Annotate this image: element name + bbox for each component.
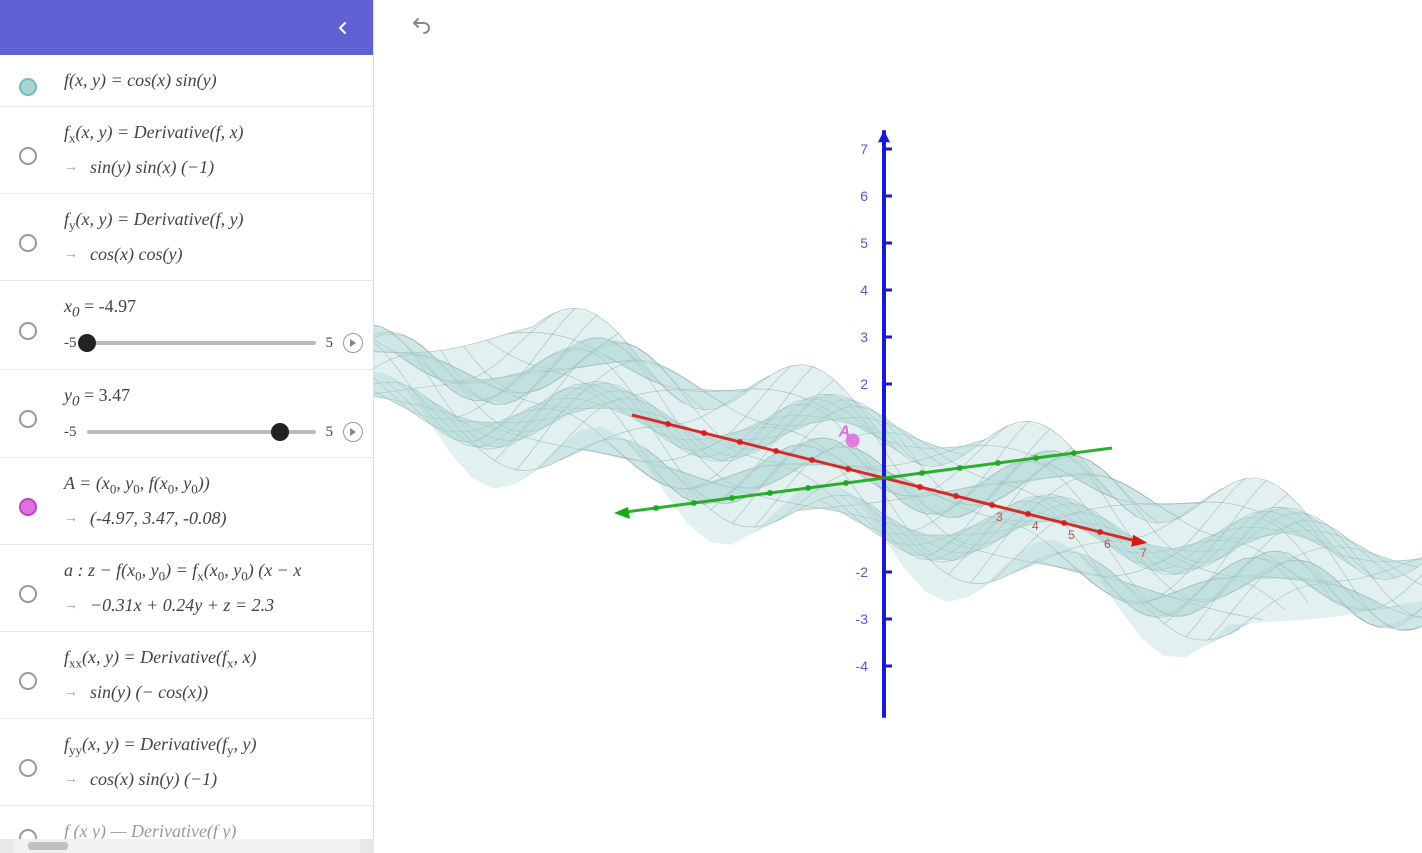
algebra-row[interactable]: y0 = 3.47 -5 5	[0, 370, 373, 459]
slider-min: -5	[64, 332, 77, 355]
result: →(-4.97, 3.47, -0.08)	[64, 505, 363, 532]
algebra-content: x0 = -4.97 -5 5	[56, 281, 373, 369]
z-tick-label: 2	[860, 376, 868, 392]
z-tick-label: 7	[860, 141, 868, 157]
slider-thumb[interactable]	[271, 423, 289, 441]
visibility-dot-icon	[19, 234, 37, 252]
z-tick-label: -4	[856, 658, 869, 674]
z-tick-label: 4	[860, 282, 868, 298]
algebra-row[interactable]: fy(x, y) = Derivative(f, y) →cos(x) cos(y…	[0, 194, 373, 281]
point-A-label: A	[838, 424, 851, 441]
result: →sin(y) (− cos(x))	[64, 679, 363, 706]
algebra-row[interactable]: x0 = -4.97 -5 5	[0, 281, 373, 370]
algebra-content: fy(x, y) = Derivative(f, y) →cos(x) cos(y…	[56, 194, 373, 280]
expression: fxx(x, y) = Derivative(fx, x)	[64, 644, 363, 673]
expression: A = (x0, y0, f(x0, y0))	[64, 470, 363, 499]
play-icon	[349, 339, 357, 347]
slider-min: -5	[64, 421, 77, 444]
visibility-dot-icon	[19, 410, 37, 428]
visibility-dot-icon	[19, 498, 37, 516]
visibility-toggle[interactable]	[0, 632, 56, 718]
visibility-dot-icon	[19, 78, 37, 96]
visibility-dot-icon	[19, 759, 37, 777]
algebra-row[interactable]: fyy(x, y) = Derivative(fy, y) →cos(x) sin…	[0, 719, 373, 806]
z-tick-label: 6	[860, 188, 868, 204]
collapse-panel-button[interactable]	[323, 8, 363, 48]
result: →−0.31x + 0.24y + z = 2.3	[64, 592, 363, 619]
slider-track[interactable]	[87, 341, 316, 345]
visibility-toggle[interactable]	[0, 719, 56, 805]
visibility-toggle[interactable]	[0, 545, 56, 631]
algebra-content: y0 = 3.47 -5 5	[56, 370, 373, 458]
visibility-dot-icon	[19, 147, 37, 165]
undo-icon	[410, 14, 432, 36]
expression: f(x, y) = cos(x) sin(y)	[64, 67, 363, 94]
algebra-row[interactable]: fx(x, y) = Derivative(f, x) →sin(y) sin(x…	[0, 107, 373, 194]
expression: a : z − f(x0, y0) = fx(x0, y0) (x − x	[64, 557, 363, 586]
slider-control[interactable]: -5 5	[64, 332, 363, 355]
slider-thumb[interactable]	[78, 334, 96, 352]
algebra-row[interactable]: A = (x0, y0, f(x0, y0)) →(-4.97, 3.47, -0…	[0, 458, 373, 545]
app-root: f(x, y) = cos(x) sin(y) fx(x, y) = Deriva…	[0, 0, 1422, 853]
slider-track[interactable]	[87, 430, 316, 434]
visibility-dot-icon	[19, 585, 37, 603]
slider-max: 5	[326, 421, 334, 444]
svg-text:5: 5	[1068, 528, 1075, 542]
expression: fx(x, y) = Derivative(f, x)	[64, 119, 363, 148]
panel-header	[0, 0, 373, 55]
z-tick-label: -2	[856, 564, 869, 580]
visibility-toggle[interactable]	[0, 281, 56, 369]
slider-control[interactable]: -5 5	[64, 421, 363, 444]
visibility-toggle[interactable]	[0, 55, 56, 106]
slider-play-button[interactable]	[343, 422, 363, 442]
algebra-content: fyy(x, y) = Derivative(fy, y) →cos(x) sin…	[56, 719, 373, 805]
slider-label: x0 = -4.97	[64, 293, 363, 324]
z-tick-label: 3	[860, 329, 868, 345]
z-tick-label: 5	[860, 235, 868, 251]
slider-play-button[interactable]	[343, 333, 363, 353]
expression: fyy(x, y) = Derivative(fy, y)	[64, 731, 363, 760]
svg-text:3: 3	[996, 510, 1003, 524]
visibility-dot-icon	[19, 672, 37, 690]
algebra-content: f(x, y) = cos(x) sin(y)	[56, 55, 373, 106]
algebra-content: A = (x0, y0, f(x0, y0)) →(-4.97, 3.47, -0…	[56, 458, 373, 544]
svg-text:6: 6	[1104, 537, 1111, 551]
visibility-toggle[interactable]	[0, 194, 56, 280]
visibility-dot-icon	[19, 322, 37, 340]
play-icon	[349, 428, 357, 436]
algebra-row[interactable]: f(x, y) = cos(x) sin(y)	[0, 55, 373, 107]
algebra-content: a : z − f(x0, y0) = fx(x0, y0) (x − x →−0…	[56, 545, 373, 631]
chevron-left-icon	[336, 21, 350, 35]
result: →cos(x) cos(y)	[64, 241, 363, 268]
horizontal-scrollbar[interactable]	[0, 839, 374, 853]
toolbar	[374, 0, 1422, 55]
algebra-row[interactable]: a : z − f(x0, y0) = fx(x0, y0) (x − x →−0…	[0, 545, 373, 632]
slider-max: 5	[326, 332, 334, 355]
svg-text:4: 4	[1032, 519, 1039, 533]
3d-view[interactable]: 7 6 5 4 3 2 -2 -3 -4 3 4 5 6 7 A	[374, 55, 1422, 853]
expression: fy(x, y) = Derivative(f, y)	[64, 206, 363, 235]
algebra-row[interactable]: fxx(x, y) = Derivative(fx, x) →sin(y) (− …	[0, 632, 373, 719]
visibility-toggle[interactable]	[0, 107, 56, 193]
algebra-content: fx(x, y) = Derivative(f, x) →sin(y) sin(x…	[56, 107, 373, 193]
algebra-content: fxx(x, y) = Derivative(fx, x) →sin(y) (− …	[56, 632, 373, 718]
right-panel: 7 6 5 4 3 2 -2 -3 -4 3 4 5 6 7 A	[374, 0, 1422, 853]
visibility-toggle[interactable]	[0, 370, 56, 458]
z-tick-label: -3	[856, 611, 869, 627]
result: →cos(x) sin(y) (−1)	[64, 766, 363, 793]
result: →sin(y) sin(x) (−1)	[64, 154, 363, 181]
slider-label: y0 = 3.47	[64, 382, 363, 413]
visibility-toggle[interactable]	[0, 458, 56, 544]
algebra-list[interactable]: f(x, y) = cos(x) sin(y) fx(x, y) = Deriva…	[0, 55, 373, 853]
algebra-panel: f(x, y) = cos(x) sin(y) fx(x, y) = Deriva…	[0, 0, 374, 853]
svg-text:7: 7	[1140, 546, 1147, 560]
undo-button[interactable]	[404, 8, 438, 47]
